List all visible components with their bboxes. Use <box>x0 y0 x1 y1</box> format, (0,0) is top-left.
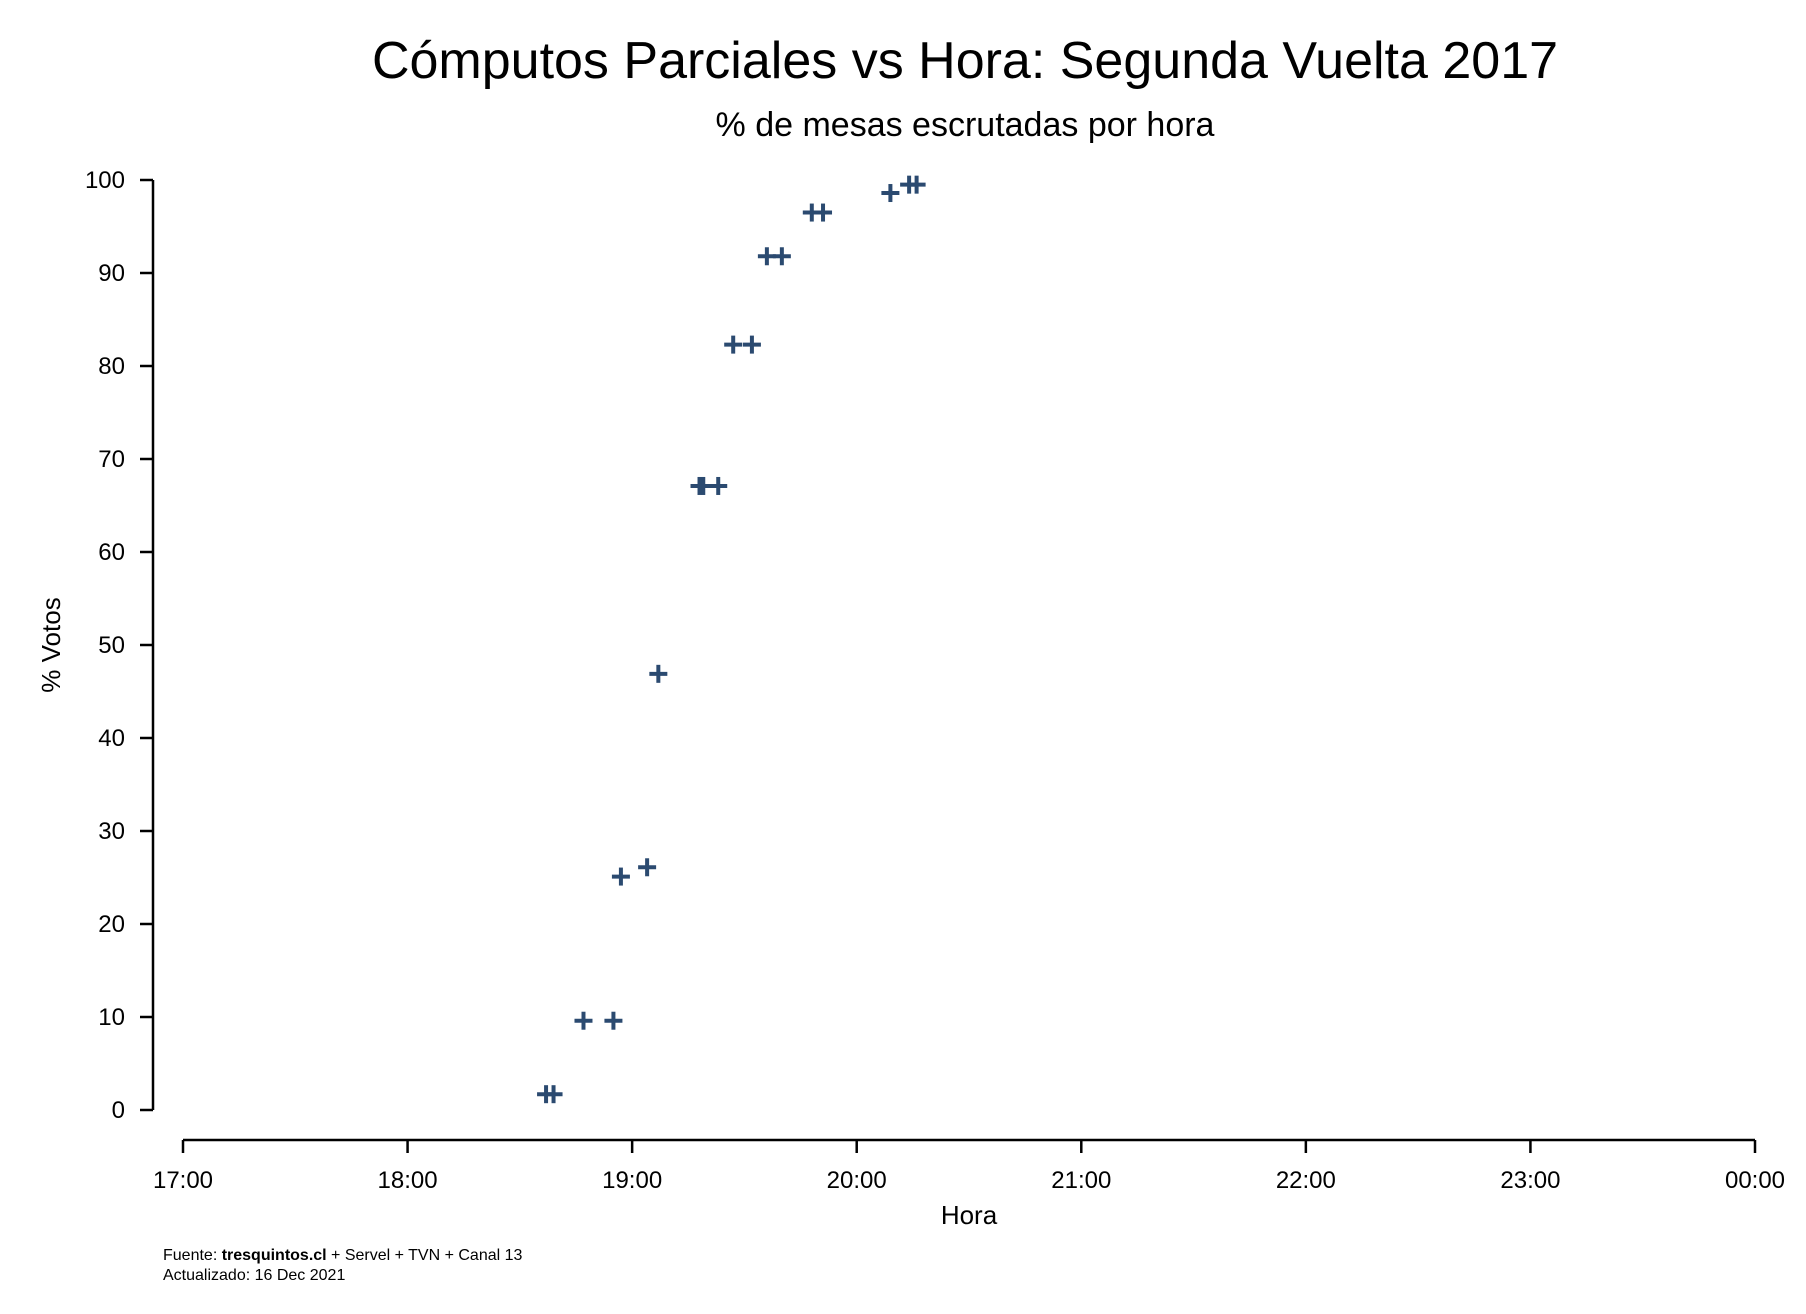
y-tick-label: 100 <box>85 167 125 194</box>
y-tick-label: 0 <box>112 1097 125 1124</box>
x-tick-label: 22:00 <box>1276 1167 1336 1194</box>
y-tick-label: 20 <box>98 911 125 938</box>
y-tick-label: 40 <box>98 725 125 752</box>
data-point <box>742 335 761 354</box>
y-tick-label: 90 <box>98 260 125 287</box>
data-point <box>881 184 900 203</box>
data-point <box>772 247 791 266</box>
data-point <box>574 1011 593 1030</box>
x-tick-label: 17:00 <box>153 1167 213 1194</box>
data-point <box>907 175 926 194</box>
x-axis-title: Hora <box>941 1200 998 1230</box>
updated-note: Actualizado: 16 Dec 2021 <box>163 1267 345 1284</box>
y-axis-title: % Votos <box>36 597 66 692</box>
x-tick-label: 21:00 <box>1051 1167 1111 1194</box>
data-point <box>649 664 668 683</box>
y-axis-ticks: 0 10 20 30 40 50 60 70 80 90 100 <box>85 167 153 1124</box>
source-prefix: Fuente: <box>163 1247 222 1264</box>
data-point <box>709 476 728 495</box>
source-note: Fuente: tresquintos.cl + Servel + TVN + … <box>163 1247 523 1264</box>
data-point <box>544 1085 563 1104</box>
y-tick-label: 70 <box>98 446 125 473</box>
x-tick-label: 00:00 <box>1725 1167 1785 1194</box>
x-tick-label: 19:00 <box>602 1167 662 1194</box>
x-tick-label: 18:00 <box>378 1167 438 1194</box>
data-points <box>537 175 926 1104</box>
data-point <box>604 1011 623 1030</box>
y-tick-label: 10 <box>98 1004 125 1031</box>
chart-title: Cómputos Parciales vs Hora: Segunda Vuel… <box>372 32 1558 90</box>
chart-subtitle: % de mesas escrutadas por hora <box>716 106 1215 144</box>
x-tick-label: 20:00 <box>827 1167 887 1194</box>
y-tick-label: 80 <box>98 353 125 380</box>
data-point <box>814 203 833 222</box>
data-point <box>638 858 657 877</box>
data-point <box>611 867 630 886</box>
source-rest: + Servel + TVN + Canal 13 <box>327 1247 523 1264</box>
data-point <box>724 335 743 354</box>
x-axis-ticks: 17:00 18:00 19:00 20:00 21:00 22:00 23:00 00:00 <box>153 1140 1785 1194</box>
y-tick-label: 30 <box>98 818 125 845</box>
y-tick-label: 60 <box>98 539 125 566</box>
x-tick-label: 23:00 <box>1500 1167 1560 1194</box>
source-bold: tresquintos.cl <box>222 1247 327 1264</box>
y-tick-label: 50 <box>98 632 125 659</box>
